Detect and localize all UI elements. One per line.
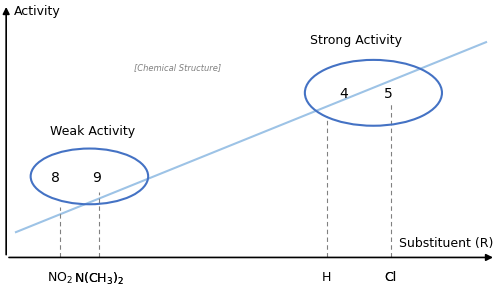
- Text: N(CH$_3$)$_2$: N(CH$_3$)$_2$: [74, 271, 124, 287]
- Text: Cl: Cl: [384, 271, 396, 284]
- Text: Cl: Cl: [384, 271, 396, 284]
- Text: 4: 4: [340, 87, 348, 101]
- Text: Weak Activity: Weak Activity: [50, 125, 136, 138]
- Text: H: H: [322, 271, 332, 284]
- Text: 9: 9: [92, 171, 101, 185]
- Text: 5: 5: [384, 87, 392, 101]
- Text: NO$_2$: NO$_2$: [47, 271, 73, 287]
- Text: N(CH$_3$)$_2$: N(CH$_3$)$_2$: [74, 271, 124, 287]
- Text: 8: 8: [50, 171, 59, 185]
- Text: Substituent (R): Substituent (R): [399, 237, 494, 250]
- Text: [Chemical Structure]: [Chemical Structure]: [134, 63, 221, 72]
- Text: Strong Activity: Strong Activity: [310, 34, 402, 47]
- Text: Activity: Activity: [14, 6, 60, 19]
